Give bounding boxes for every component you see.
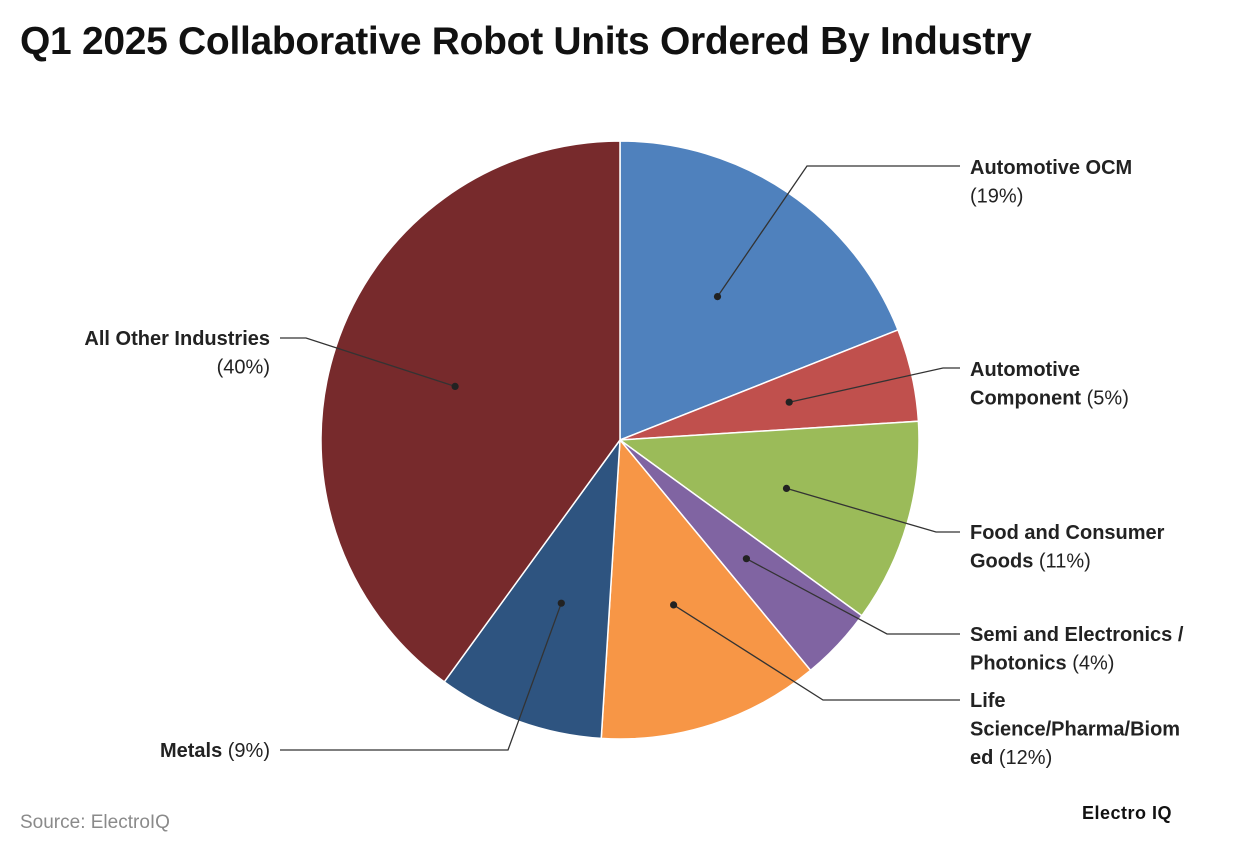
pie-slices [320, 140, 920, 740]
leader-dot-metals [557, 599, 565, 607]
slice-label-food-and-consumer-goods: Food and Consumer Goods (11%) [970, 522, 1165, 573]
pie-slice-life-science-pharma-biomed [600, 438, 812, 740]
leader-line-metals [280, 602, 562, 751]
slice-label-automotive-ocm: Automotive OCM (19%) [970, 157, 1132, 208]
leader-dot-semi-and-electronics-photonics [742, 555, 751, 563]
brand-logo: Electro IQ [1082, 803, 1173, 823]
leader-line-food-and-consumer-goods [786, 487, 960, 533]
leader-line-life-science-pharma-biomed [673, 604, 960, 701]
leader-dot-automotive-ocm [713, 293, 722, 301]
leader-dot-food-and-consumer-goods [782, 484, 791, 492]
leader-line-all-other-industries [280, 337, 456, 388]
leader-dot-life-science-pharma-biomed [670, 601, 678, 609]
source-note: Source: ElectroIQ [20, 812, 170, 833]
leader-line-automotive-component [789, 367, 960, 403]
slice-label-life-science-pharma-biomed: Life Science/Pharma/Biom ed (12%) [970, 690, 1180, 769]
slice-labels: Automotive OCM (19%) Automotive Component (… [84, 157, 1183, 769]
chart-title: Q1 2025 Collaborative Robot Units Ordere… [20, 20, 1032, 63]
leader-dot-all-other-industries [451, 382, 459, 390]
slice-label-semi-and-electronics-photonics: Semi and Electronics / Photonics (4%) [970, 624, 1184, 675]
leader-lines [280, 165, 960, 751]
leader-line-semi-and-electronics-photonics [746, 558, 960, 635]
slice-label-metals: Metals (9%) [160, 740, 270, 762]
leader-dot-automotive-component [785, 398, 793, 406]
leader-line-automotive-ocm [716, 165, 960, 297]
slice-label-all-other-industries: All Other Industries (40%) [84, 328, 270, 379]
slice-label-automotive-component: Automotive Component (5%) [970, 359, 1129, 410]
